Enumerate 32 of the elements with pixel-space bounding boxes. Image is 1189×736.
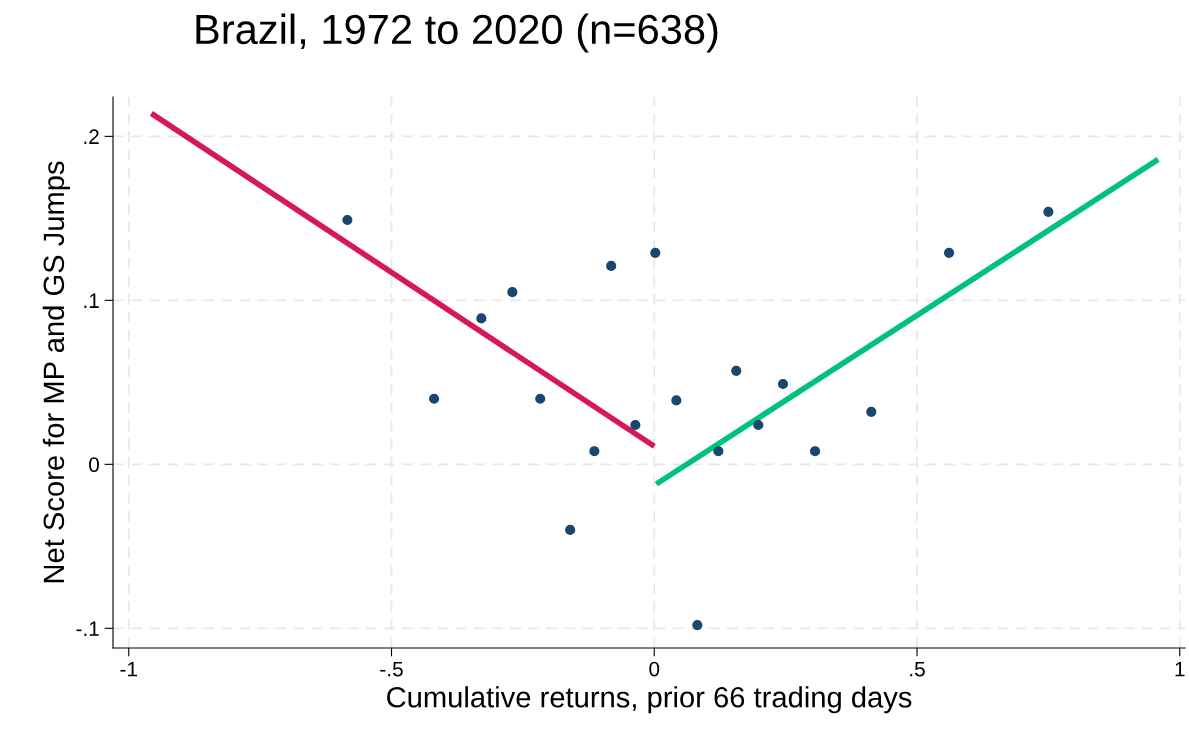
y-tick-label: 0	[89, 457, 99, 473]
y-tick-label: .1	[84, 293, 99, 308]
x-tick-label: 0	[649, 661, 660, 677]
point	[342, 214, 353, 226]
point	[589, 446, 600, 457]
point	[809, 446, 821, 457]
point	[1043, 206, 1054, 217]
point	[866, 406, 877, 417]
point	[671, 395, 682, 406]
y-tick-label: -.1	[76, 621, 99, 636]
x-tick-label: -.5	[380, 661, 403, 677]
point	[692, 619, 703, 631]
point	[943, 247, 955, 258]
point	[753, 419, 764, 431]
point	[606, 260, 617, 271]
x-axis-title: Cumulative returns, prior 66 trading days	[387, 686, 912, 714]
point	[650, 247, 661, 258]
point	[731, 365, 742, 376]
chart-title: Brazil, 1972 to 2020 (n=638)	[196, 13, 718, 53]
x-tick-label: .5	[910, 661, 925, 677]
point	[565, 524, 576, 536]
point	[630, 419, 641, 431]
point	[777, 378, 789, 390]
y-tick-label: .2	[84, 129, 99, 144]
point	[507, 287, 518, 298]
point	[535, 393, 546, 404]
x-tick-label: 1	[1175, 661, 1185, 677]
point	[476, 313, 487, 324]
point	[713, 446, 724, 457]
point	[428, 393, 440, 404]
y-axis-title: Net Score for MP and GS Jumps	[42, 161, 70, 583]
x-tick-label: -1	[120, 661, 138, 677]
